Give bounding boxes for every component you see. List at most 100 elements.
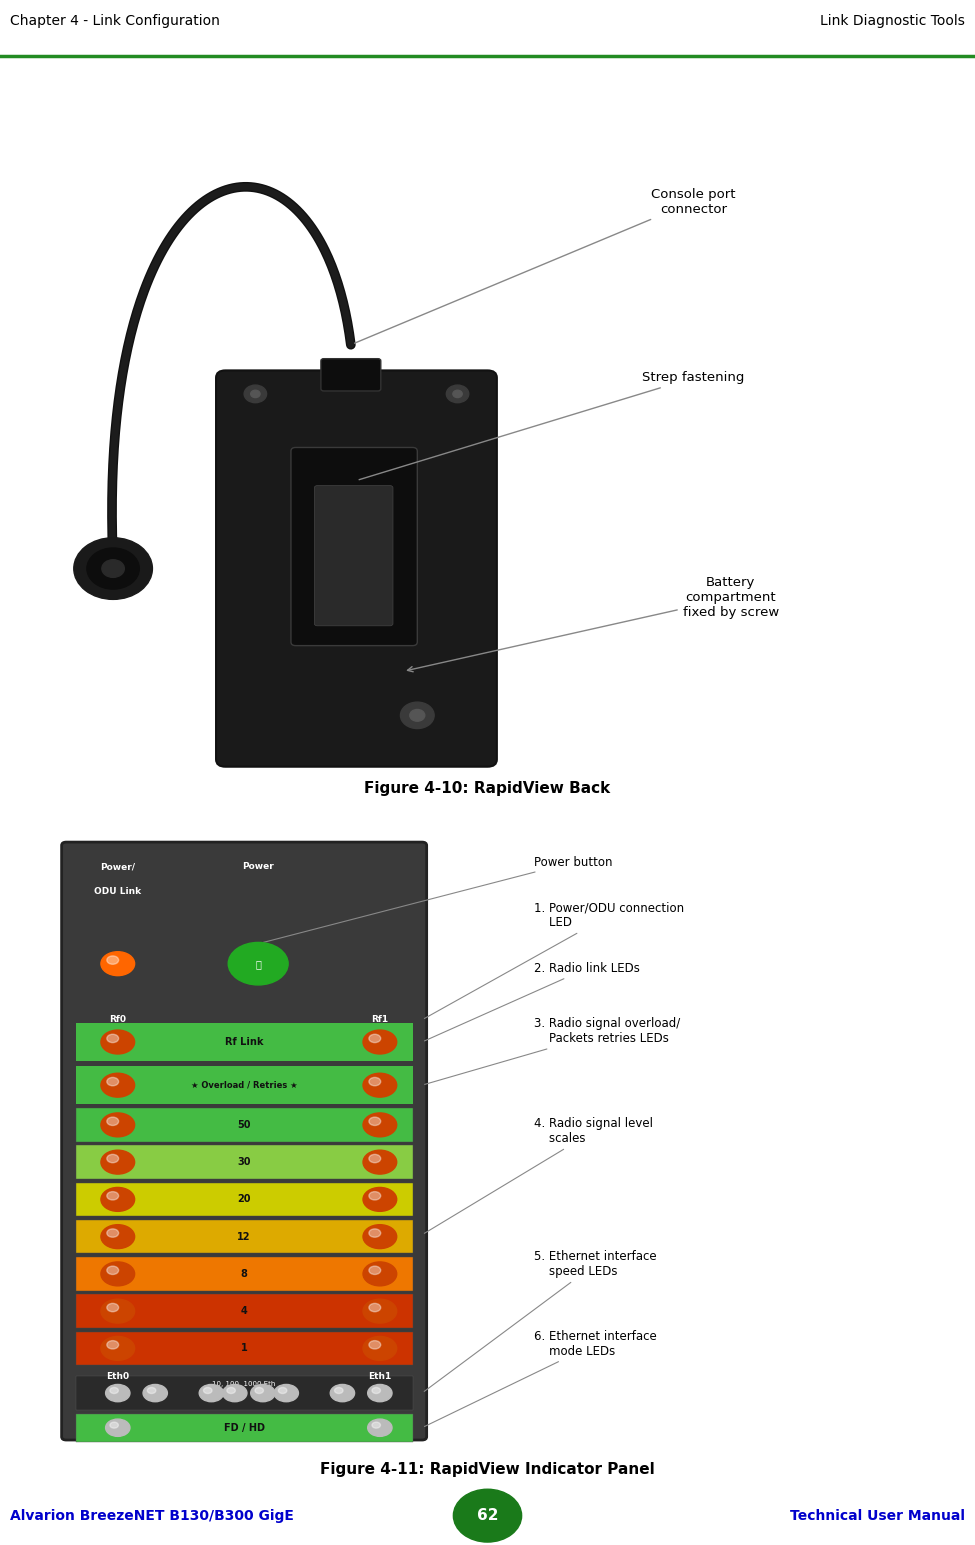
Bar	[76, 1258, 412, 1290]
Circle shape	[410, 709, 425, 722]
Circle shape	[105, 1384, 130, 1401]
Circle shape	[363, 1262, 397, 1285]
Bar	[76, 1295, 412, 1327]
Circle shape	[101, 1225, 135, 1248]
Circle shape	[369, 1341, 380, 1349]
Text: Power/: Power/	[100, 862, 136, 871]
Circle shape	[228, 942, 289, 986]
FancyBboxPatch shape	[314, 485, 393, 626]
Text: Rf0: Rf0	[109, 1015, 127, 1024]
Text: 62: 62	[477, 1508, 498, 1523]
Text: 10, 100, 1000 Eth: 10, 100, 1000 Eth	[213, 1381, 276, 1387]
Circle shape	[87, 548, 139, 589]
Circle shape	[107, 1228, 119, 1238]
Circle shape	[401, 701, 434, 729]
Circle shape	[369, 1304, 380, 1312]
Text: Power: Power	[243, 862, 274, 871]
FancyBboxPatch shape	[216, 371, 497, 766]
Text: 8: 8	[241, 1268, 248, 1279]
Ellipse shape	[453, 1489, 522, 1542]
Circle shape	[107, 1341, 119, 1349]
Circle shape	[369, 1228, 380, 1238]
Circle shape	[101, 1262, 135, 1285]
Text: Figure 4-11: RapidView Indicator Panel: Figure 4-11: RapidView Indicator Panel	[320, 1462, 655, 1477]
Circle shape	[101, 1031, 135, 1054]
Circle shape	[110, 1387, 118, 1394]
Text: Link Diagnostic Tools: Link Diagnostic Tools	[820, 14, 965, 28]
Circle shape	[107, 1265, 119, 1275]
Circle shape	[363, 1225, 397, 1248]
Text: 6. Ethernet interface
    mode LEDs: 6. Ethernet interface mode LEDs	[424, 1330, 657, 1426]
Circle shape	[147, 1387, 156, 1394]
Circle shape	[369, 1154, 380, 1163]
Text: Technical User Manual: Technical User Manual	[791, 1508, 965, 1523]
Circle shape	[244, 385, 266, 403]
Bar	[76, 1145, 412, 1179]
Circle shape	[274, 1384, 298, 1401]
Circle shape	[363, 1074, 397, 1097]
Circle shape	[101, 1149, 135, 1174]
Circle shape	[107, 1077, 119, 1086]
Circle shape	[363, 1112, 397, 1137]
Circle shape	[363, 1188, 397, 1211]
Circle shape	[371, 1421, 380, 1428]
Text: Strep fastening: Strep fastening	[359, 371, 745, 479]
Circle shape	[107, 1117, 119, 1125]
Circle shape	[143, 1384, 168, 1401]
Circle shape	[369, 1265, 380, 1275]
Text: 1: 1	[241, 1344, 248, 1353]
Circle shape	[369, 1077, 380, 1086]
Text: 12: 12	[237, 1231, 251, 1242]
Circle shape	[278, 1387, 287, 1394]
Circle shape	[371, 1387, 380, 1394]
Circle shape	[251, 391, 260, 397]
Circle shape	[222, 1384, 247, 1401]
Text: 30: 30	[237, 1157, 251, 1166]
Circle shape	[369, 1117, 380, 1125]
Circle shape	[101, 1336, 135, 1360]
Bar	[76, 1332, 412, 1366]
Text: Console port
connector: Console port connector	[353, 187, 736, 343]
Circle shape	[101, 1112, 135, 1137]
Circle shape	[368, 1420, 392, 1437]
Circle shape	[447, 385, 469, 403]
Circle shape	[74, 538, 152, 599]
Text: ⏻: ⏻	[255, 959, 261, 969]
Circle shape	[101, 1074, 135, 1097]
Bar	[76, 1066, 412, 1105]
Text: Eth1: Eth1	[369, 1372, 392, 1381]
Circle shape	[204, 1387, 212, 1394]
Text: 1. Power/ODU connection
    LED: 1. Power/ODU connection LED	[424, 901, 684, 1018]
Text: 20: 20	[237, 1194, 251, 1205]
Circle shape	[107, 956, 119, 964]
Circle shape	[452, 391, 462, 397]
Circle shape	[199, 1384, 223, 1401]
Bar	[76, 1377, 412, 1411]
Text: Chapter 4 - Link Configuration: Chapter 4 - Link Configuration	[10, 14, 219, 28]
Text: 5. Ethernet interface
    speed LEDs: 5. Ethernet interface speed LEDs	[424, 1250, 657, 1392]
FancyBboxPatch shape	[321, 358, 381, 391]
FancyBboxPatch shape	[291, 448, 417, 646]
Circle shape	[334, 1387, 343, 1394]
Circle shape	[369, 1034, 380, 1043]
FancyBboxPatch shape	[61, 842, 427, 1440]
Circle shape	[101, 952, 135, 975]
Text: Rf Link: Rf Link	[225, 1037, 263, 1048]
Circle shape	[363, 1336, 397, 1360]
Text: Power button: Power button	[261, 856, 613, 942]
Text: ★ Overload / Retries ★: ★ Overload / Retries ★	[191, 1080, 297, 1089]
Circle shape	[107, 1034, 119, 1043]
Bar	[76, 1023, 412, 1061]
Text: Rf1: Rf1	[371, 1015, 388, 1024]
Bar	[76, 1221, 412, 1253]
Circle shape	[227, 1387, 235, 1394]
Circle shape	[101, 559, 125, 578]
Circle shape	[107, 1154, 119, 1163]
Circle shape	[363, 1031, 397, 1054]
Circle shape	[368, 1384, 392, 1401]
Text: 50: 50	[237, 1120, 251, 1129]
Circle shape	[110, 1421, 118, 1428]
Circle shape	[254, 1387, 263, 1394]
Circle shape	[369, 1191, 380, 1200]
Text: 2. Radio link LEDs: 2. Radio link LEDs	[424, 963, 641, 1041]
